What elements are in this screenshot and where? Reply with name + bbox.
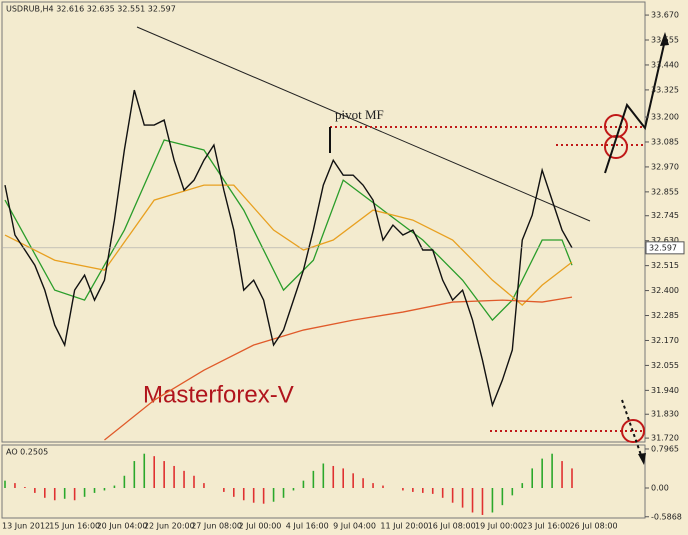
x-tick-label: 27 Jun 08:00 — [191, 522, 242, 531]
last-price-label: 32.597 — [649, 243, 677, 252]
y-tick-label: 32.515 — [651, 261, 679, 270]
y-tick-label: -0.5868 — [651, 512, 682, 521]
price-line — [4, 89, 573, 408]
x-tick-label: 2 Jul 00:00 — [239, 522, 282, 531]
y-tick-label: 33.085 — [651, 137, 679, 146]
y-tick-label: 32.055 — [651, 361, 679, 370]
x-tick-label: 23 Jul 16:00 — [522, 522, 570, 531]
y-tick-label: 32.400 — [651, 286, 679, 295]
chart-title: USDRUB,H4 32.616 32.635 32.551 32.597 — [6, 5, 176, 14]
forecast-arrow — [604, 39, 666, 174]
y-tick-label: 32.970 — [651, 162, 679, 171]
y-tick-label: 32.170 — [651, 336, 679, 345]
x-tick-label: 19 Jul 00:00 — [475, 522, 523, 531]
x-tick-label: 26 Jul 08:00 — [570, 522, 618, 531]
y-tick-label: 31.940 — [651, 386, 679, 395]
arrow-head — [638, 453, 646, 465]
y-tick-label: 0.7965 — [651, 444, 679, 453]
moving-average — [104, 296, 573, 441]
y-tick-label: 33.440 — [651, 60, 679, 69]
main-panel — [1, 1, 646, 443]
x-tick-label: 22 Jun 20:00 — [144, 522, 195, 531]
y-tick-label: 32.630 — [651, 236, 679, 245]
y-tick-label: 33.555 — [651, 36, 679, 45]
x-tick-label: 9 Jul 04:00 — [333, 522, 376, 531]
y-tick-label: 0.00 — [651, 484, 669, 493]
moving-average — [4, 184, 573, 306]
annotation: pivot MF — [335, 107, 384, 122]
arrow-head — [660, 32, 669, 46]
y-tick-label: 31.830 — [651, 410, 679, 419]
y-tick-label: 31.720 — [651, 434, 679, 443]
circle — [621, 419, 645, 443]
x-tick-label: 16 Jul 08:00 — [428, 522, 476, 531]
ao-title: AO 0.2505 — [6, 448, 48, 457]
x-tick-label: 4 Jul 16:00 — [286, 522, 329, 531]
x-tick-label: 20 Jun 04:00 — [97, 522, 148, 531]
annotation: Masterforex-V — [143, 381, 294, 408]
x-tick-label: 15 Jun 16:00 — [49, 522, 100, 531]
y-tick-label: 33.200 — [651, 113, 679, 122]
y-tick-label: 32.285 — [651, 311, 679, 320]
forecast-arrow-down — [621, 399, 643, 459]
y-tick-label: 32.745 — [651, 211, 679, 220]
y-tick-label: 33.325 — [651, 85, 679, 94]
trend-line — [136, 26, 591, 222]
x-tick-label: 13 Jun 2012 — [2, 522, 50, 531]
y-tick-label: 33.670 — [651, 11, 679, 20]
x-tick-label: 11 Jul 20:00 — [380, 522, 428, 531]
y-tick-label: 32.855 — [651, 187, 679, 196]
last-price-tag — [645, 241, 685, 255]
